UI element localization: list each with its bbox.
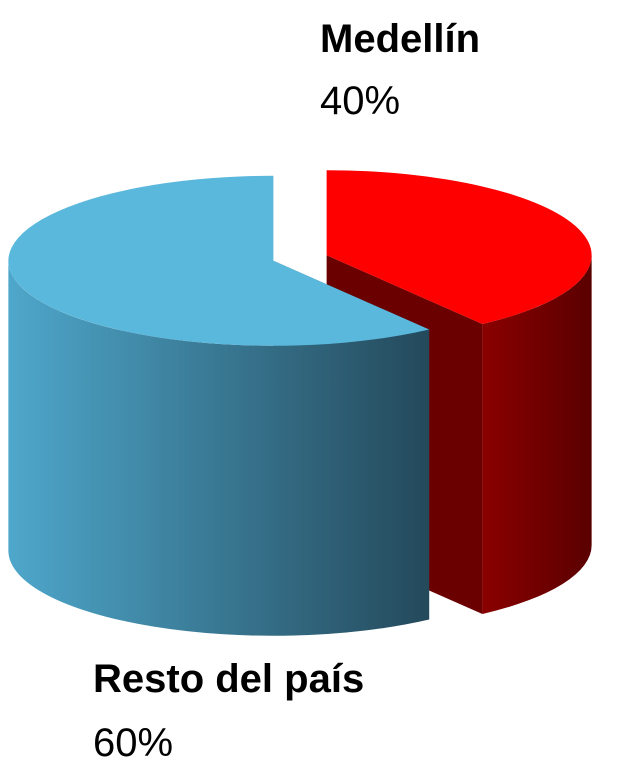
slice [8,175,430,346]
pie [8,170,592,636]
slice [326,170,592,324]
slice-wall [8,260,430,636]
slice-label: Resto del país [93,657,364,701]
slice-value-label: 40% [320,79,400,123]
slice-wall [482,255,592,614]
slice-value-label: 60% [93,721,173,761]
slice-label: Medellín [320,17,480,61]
